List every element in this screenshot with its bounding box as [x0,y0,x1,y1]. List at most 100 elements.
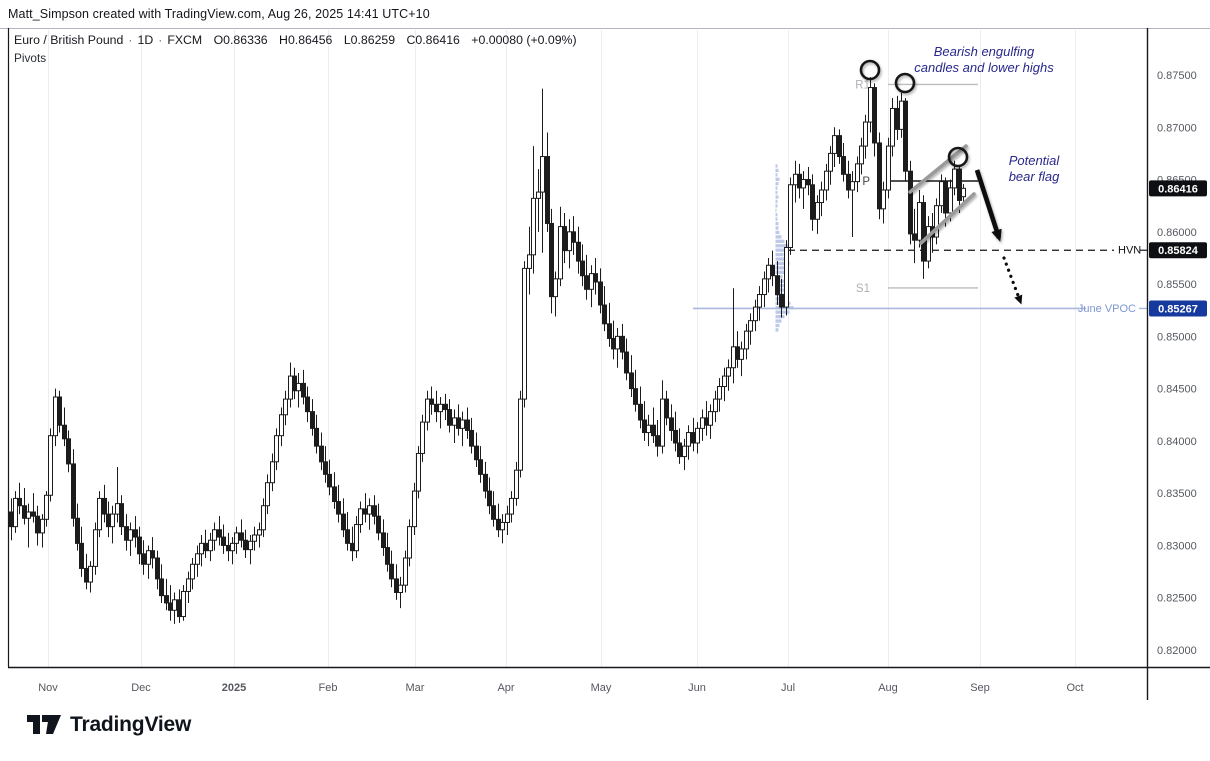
month-label: Nov [38,682,58,694]
svg-text:Potential: Potential [1009,153,1061,168]
candle-body [146,550,151,565]
candle-body [536,191,541,199]
price-tick-label: 0.82500 [1157,593,1197,605]
candle-body [895,107,900,130]
price-tick-label: 0.83500 [1157,488,1197,500]
candle-body [110,513,115,528]
timeframe-label[interactable]: 1D [137,33,154,47]
candle-body [456,417,461,429]
candle-body [336,501,341,515]
month-label: Apr [497,682,514,694]
candle-body [589,273,594,290]
candle-body [88,565,93,583]
candle-body [934,205,939,238]
candle-body [301,382,306,398]
indicator-name[interactable]: Pivots [14,51,47,65]
pivot-label-r1: R1 [855,79,870,91]
candle-body [319,445,324,463]
time-scale[interactable]: Nov Dec 2025 Feb Mar Apr May Jun Jul Aug Sep Oct [38,682,1083,694]
candle-body [638,403,643,421]
candle-body [358,508,363,526]
candle-body [420,421,425,454]
bear-flag-channel[interactable] [908,144,976,245]
candle-body [323,461,328,475]
candle-body [168,602,173,611]
highlight-circle [947,146,969,168]
candle-body [274,435,279,463]
exchange-label[interactable]: FXCM [167,33,203,47]
candle-body [748,320,753,332]
month-label: Aug [878,682,898,694]
candle-body [735,346,740,360]
symbol-name[interactable]: Euro / British Pound [14,33,124,47]
candle-body [859,145,864,165]
candle-body [912,233,917,241]
ohlc-low: L0.86259 [343,33,396,47]
candle-body [363,508,368,515]
price-scale[interactable]: 0.875000.870000.865000.860000.855000.850… [1157,70,1197,657]
candle-body [398,584,403,594]
candle-body [403,557,408,586]
candle-body [651,424,656,437]
candle-body [66,438,71,465]
candle-body [770,264,775,277]
candle-body [514,469,519,499]
candle-body [766,264,771,280]
candle-body [425,398,430,423]
bear-move-arrow[interactable] [974,169,1005,243]
price-tick-label: 0.85500 [1157,279,1197,291]
price-tick-label: 0.84500 [1157,384,1197,396]
price-tick-label: 0.86000 [1157,227,1197,239]
candle-body [97,497,102,531]
price-tick-label: 0.87000 [1157,122,1197,134]
candle-body [53,396,58,437]
hvn-price-tag: 0.85824 [1149,242,1207,259]
candle-body [199,542,204,555]
candle-body [190,563,195,580]
candle-body [708,411,713,426]
tradingview-logo[interactable]: TradingView [27,711,191,739]
candle-body [881,189,886,210]
candle-body [26,511,31,519]
candle-body [584,275,589,290]
candle-body [899,100,904,130]
month-label: May [591,682,612,694]
price-tick-label: 0.82000 [1157,645,1197,657]
candle-body [71,463,76,519]
candle-body [642,419,647,434]
month-label: Mar [406,682,425,694]
june-vpoc-label: June VPOC [1078,303,1136,315]
candle-body [664,398,669,419]
candle-body [611,337,616,350]
ohlc-high: H0.86456 [279,33,333,47]
svg-text:0.85267: 0.85267 [1158,303,1198,315]
candle-body [261,505,266,531]
tradingview-logo-text: TradingView [70,713,192,736]
swing-high-circles[interactable] [859,59,969,168]
candle-body [545,156,550,224]
candle-body [669,417,674,431]
candle-body [850,181,855,191]
candle-body [133,529,138,538]
candle-body [252,534,257,542]
candle-body [186,578,191,592]
candle-body [762,278,767,296]
candle-body [487,490,492,507]
candle-body [841,156,846,175]
dotted-target-arrow[interactable] [1002,256,1025,306]
candle-body [243,539,248,551]
candle-body [283,398,288,416]
candle-body [9,511,14,528]
candle-body [832,135,837,154]
candle-body [429,398,434,405]
candle-body [704,417,709,426]
candle-body [593,273,598,283]
candle-body [13,497,18,528]
candle-body [119,503,124,528]
candle-body [124,526,129,541]
candle-body [673,429,678,444]
candle-body [407,526,412,559]
